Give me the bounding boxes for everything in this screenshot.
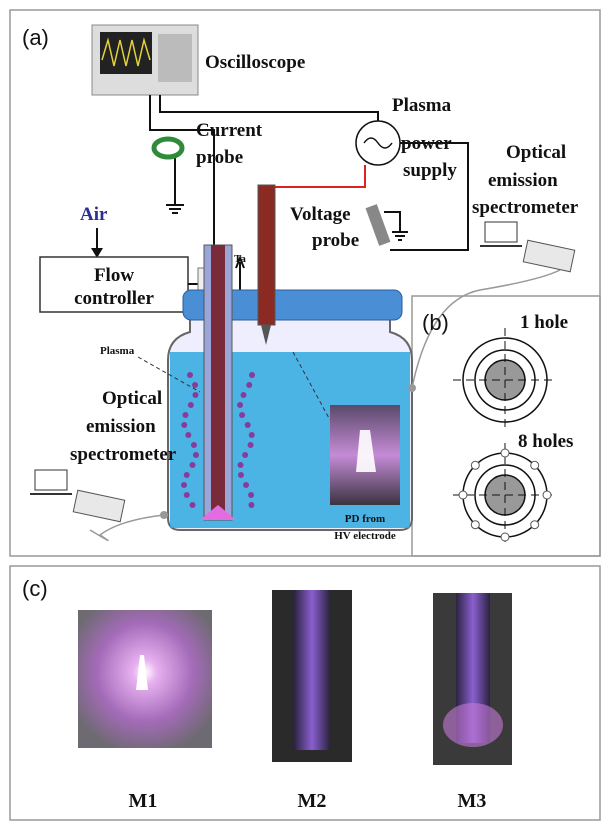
- label: Plasma: [100, 345, 135, 357]
- wire: [160, 95, 378, 121]
- bubble: [245, 422, 251, 428]
- label: spectrometer: [472, 197, 579, 218]
- bubble: [192, 382, 198, 388]
- label: Flow: [94, 265, 134, 286]
- label: Oscilloscope: [205, 52, 305, 73]
- bubble: [181, 482, 187, 488]
- bubble: [248, 502, 254, 508]
- bubble: [238, 462, 244, 468]
- bubble: [189, 462, 195, 468]
- panel-label: (a): [22, 25, 49, 50]
- oscilloscope-device: [92, 25, 198, 95]
- label: 1 hole: [520, 312, 568, 333]
- wire: [150, 95, 214, 245]
- label: Current: [196, 120, 263, 141]
- spectrometer-left: [30, 470, 125, 522]
- label: Voltage: [290, 204, 351, 225]
- bubble: [181, 422, 187, 428]
- label: emission: [86, 416, 156, 437]
- label: probe: [196, 147, 243, 168]
- bubble: [188, 402, 194, 408]
- m3-glow: [443, 703, 503, 747]
- bubble: [248, 442, 254, 448]
- label: emission: [488, 170, 558, 191]
- panel-label: (b): [422, 310, 449, 335]
- label: Optical: [506, 142, 566, 163]
- hole: [471, 461, 479, 469]
- hole: [543, 491, 551, 499]
- label: Ta: [234, 253, 246, 265]
- bubble: [249, 432, 255, 438]
- hole: [531, 461, 539, 469]
- bubble: [190, 502, 196, 508]
- spectrometer-right: [480, 222, 575, 272]
- bubble: [237, 402, 243, 408]
- label: power: [401, 133, 452, 154]
- sample-label: M2: [298, 790, 327, 812]
- bubble: [243, 482, 249, 488]
- bubble: [182, 412, 188, 418]
- bubble: [238, 472, 244, 478]
- hole: [501, 533, 509, 541]
- bubble: [184, 492, 190, 498]
- bubble: [246, 382, 252, 388]
- figure: (a) Oscilloscope Current probe Plasma po…: [0, 0, 604, 826]
- label: probe: [312, 230, 359, 251]
- bubble: [239, 412, 245, 418]
- hole: [531, 521, 539, 529]
- label: 8 holes: [518, 431, 573, 452]
- sample-label: M1: [129, 790, 158, 812]
- bubble: [185, 432, 191, 438]
- label: HV electrode: [334, 530, 396, 542]
- bubble: [241, 392, 247, 398]
- bubble: [242, 452, 248, 458]
- label: PD from: [345, 513, 385, 525]
- label: Optical: [102, 388, 162, 409]
- voltage-probe-device: [366, 204, 408, 246]
- ground: [166, 155, 184, 213]
- label: Plasma: [392, 95, 452, 116]
- label: Air: [80, 204, 108, 225]
- fiber: [90, 515, 164, 540]
- hole: [471, 521, 479, 529]
- hole: [459, 491, 467, 499]
- bubble: [248, 492, 254, 498]
- bubble: [187, 372, 193, 378]
- bubble: [184, 472, 190, 478]
- label: controller: [74, 288, 154, 309]
- label: supply: [403, 160, 457, 181]
- bubble: [192, 392, 198, 398]
- sample-label: M3: [458, 790, 487, 812]
- bubble: [191, 442, 197, 448]
- m2-tube: [294, 590, 330, 750]
- hole: [501, 449, 509, 457]
- label: spectrometer: [70, 444, 177, 465]
- panel-label: (c): [22, 576, 48, 601]
- bubble: [193, 452, 199, 458]
- bubble: [249, 372, 255, 378]
- current-probe-coil: [154, 139, 182, 157]
